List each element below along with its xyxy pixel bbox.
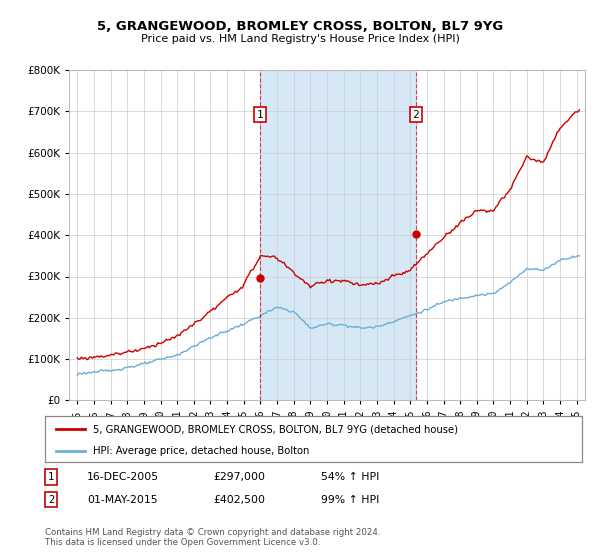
Bar [260, 70, 416, 400]
Text: 5, GRANGEWOOD, BROMLEY CROSS, BOLTON, BL7 9YG (detached house): 5, GRANGEWOOD, BROMLEY CROSS, BOLTON, BL… [94, 425, 458, 435]
Text: 1: 1 [256, 110, 263, 120]
Text: 1: 1 [48, 472, 54, 482]
Text: 99% ↑ HPI: 99% ↑ HPI [321, 494, 379, 505]
Text: 2: 2 [48, 494, 54, 505]
Text: 5, GRANGEWOOD, BROMLEY CROSS, BOLTON, BL7 9YG: 5, GRANGEWOOD, BROMLEY CROSS, BOLTON, BL… [97, 20, 503, 32]
Text: 01-MAY-2015: 01-MAY-2015 [87, 494, 158, 505]
Text: Price paid vs. HM Land Registry's House Price Index (HPI): Price paid vs. HM Land Registry's House … [140, 34, 460, 44]
Text: HPI: Average price, detached house, Bolton: HPI: Average price, detached house, Bolt… [94, 446, 310, 456]
Text: 2: 2 [412, 110, 419, 120]
Text: Contains HM Land Registry data © Crown copyright and database right 2024.
This d: Contains HM Land Registry data © Crown c… [45, 528, 380, 547]
Text: £402,500: £402,500 [213, 494, 265, 505]
Text: 16-DEC-2005: 16-DEC-2005 [87, 472, 159, 482]
Text: £297,000: £297,000 [213, 472, 265, 482]
Text: 54% ↑ HPI: 54% ↑ HPI [321, 472, 379, 482]
